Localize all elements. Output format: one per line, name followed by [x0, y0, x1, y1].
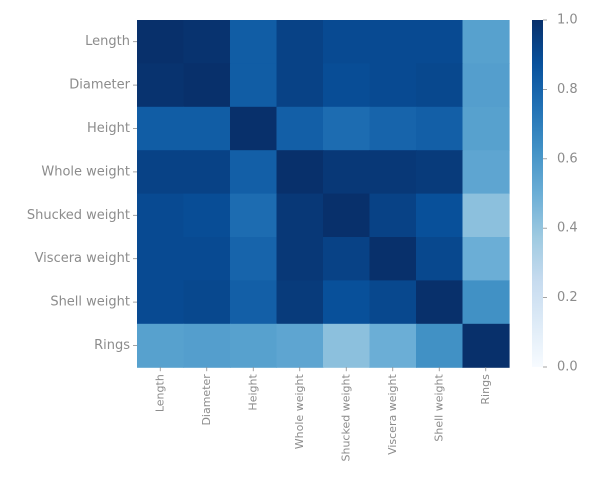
- heatmap-cell-shucked-weight-viscera-weight: [370, 194, 417, 238]
- heatmap-cell-shell-weight-shell-weight: [416, 280, 463, 324]
- column-label-length: Length: [154, 374, 167, 412]
- heatmap-cell-height-whole-weight: [277, 107, 324, 151]
- heatmap-cell-height-shell-weight: [416, 107, 463, 151]
- heatmap-cell-diameter-diameter: [184, 63, 231, 107]
- colorbar-tick-label: 0.2: [557, 290, 578, 305]
- heatmap-cell-viscera-weight-length: [137, 237, 184, 281]
- heatmap-cell-length-diameter: [184, 20, 231, 64]
- heatmap-cell-whole-weight-diameter: [184, 150, 231, 194]
- heatmap-cell-height-rings: [463, 107, 510, 151]
- heatmap-cell-length-length: [137, 20, 184, 64]
- heatmap-cell-length-rings: [463, 20, 510, 64]
- heatmap-cell-rings-shell-weight: [416, 324, 463, 368]
- heatmap-cell-diameter-viscera-weight: [370, 63, 417, 107]
- heatmap-cell-whole-weight-height: [230, 150, 277, 194]
- heatmap-cells: [137, 20, 510, 368]
- column-labels: Length Diameter Height Whole weight Shucked …: [154, 367, 493, 461]
- column-label-rings: Rings: [479, 374, 492, 405]
- colorbar-gradient: [532, 20, 543, 367]
- colorbar: 0.0 0.2 0.4 0.6 0.8 1.0: [532, 13, 578, 375]
- heatmap-cell-shucked-weight-rings: [463, 194, 510, 238]
- heatmap-cell-rings-height: [230, 324, 277, 368]
- colorbar-tick-label: 0.4: [557, 221, 578, 236]
- heatmap-cell-rings-length: [137, 324, 184, 368]
- heatmap-cell-shucked-weight-length: [137, 194, 184, 238]
- heatmap-cell-viscera-weight-diameter: [184, 237, 231, 281]
- heatmap-cell-viscera-weight-whole-weight: [277, 237, 324, 281]
- heatmap-cell-rings-shucked-weight: [323, 324, 370, 368]
- heatmap-cell-viscera-weight-viscera-weight: [370, 237, 417, 281]
- heatmap-cell-shucked-weight-height: [230, 194, 277, 238]
- column-label-viscera-weight: Viscera weight: [386, 374, 399, 455]
- heatmap-cell-viscera-weight-height: [230, 237, 277, 281]
- heatmap-cell-viscera-weight-rings: [463, 237, 510, 281]
- heatmap-cell-length-height: [230, 20, 277, 64]
- heatmap-cell-whole-weight-shucked-weight: [323, 150, 370, 194]
- column-label-height: Height: [247, 374, 260, 411]
- heatmap-cell-height-viscera-weight: [370, 107, 417, 151]
- colorbar-tick-label: 0.0: [557, 360, 578, 375]
- heatmap-cell-whole-weight-whole-weight: [277, 150, 324, 194]
- heatmap-cell-height-height: [230, 107, 277, 151]
- heatmap-cell-diameter-rings: [463, 63, 510, 107]
- heatmap-cell-diameter-shucked-weight: [323, 63, 370, 107]
- colorbar-tick-label: 1.0: [557, 13, 578, 28]
- heatmap-cell-viscera-weight-shell-weight: [416, 237, 463, 281]
- row-label-diameter: Diameter: [69, 78, 130, 93]
- heatmap-cell-viscera-weight-shucked-weight: [323, 237, 370, 281]
- row-label-shucked-weight: Shucked weight: [27, 208, 130, 223]
- heatmap-cell-height-diameter: [184, 107, 231, 151]
- heatmap-cell-whole-weight-rings: [463, 150, 510, 194]
- heatmap-cell-rings-diameter: [184, 324, 231, 368]
- row-label-shell-weight: Shell weight: [50, 295, 130, 310]
- heatmap-cell-shucked-weight-shell-weight: [416, 194, 463, 238]
- column-label-whole-weight: Whole weight: [293, 374, 306, 450]
- heatmap-cell-rings-rings: [463, 324, 510, 368]
- heatmap-cell-shucked-weight-diameter: [184, 194, 231, 238]
- column-label-diameter: Diameter: [200, 374, 213, 426]
- row-label-viscera-weight: Viscera weight: [35, 251, 130, 266]
- heatmap-cell-length-shucked-weight: [323, 20, 370, 64]
- heatmap-cell-shucked-weight-whole-weight: [277, 194, 324, 238]
- colorbar-tick-label: 0.8: [557, 82, 578, 97]
- heatmap-cell-shell-weight-whole-weight: [277, 280, 324, 324]
- row-label-length: Length: [85, 34, 130, 49]
- column-label-shucked-weight: Shucked weight: [340, 374, 353, 462]
- column-label-shell-weight: Shell weight: [433, 374, 446, 442]
- row-label-whole-weight: Whole weight: [41, 164, 130, 179]
- heatmap-cell-length-viscera-weight: [370, 20, 417, 64]
- heatmap-cell-shell-weight-diameter: [184, 280, 231, 324]
- heatmap-cell-height-length: [137, 107, 184, 151]
- colorbar-ticks: 0.0 0.2 0.4 0.6 0.8 1.0: [543, 13, 578, 375]
- heatmap-cell-shell-weight-viscera-weight: [370, 280, 417, 324]
- heatmap-cell-shell-weight-height: [230, 280, 277, 324]
- heatmap-cell-shell-weight-length: [137, 280, 184, 324]
- heatmap-cell-whole-weight-shell-weight: [416, 150, 463, 194]
- heatmap-cell-rings-whole-weight: [277, 324, 324, 368]
- heatmap-cell-length-whole-weight: [277, 20, 324, 64]
- heatmap-cell-rings-viscera-weight: [370, 324, 417, 368]
- heatmap-cell-shell-weight-rings: [463, 280, 510, 324]
- heatmap-cell-diameter-length: [137, 63, 184, 107]
- row-labels: Length Diameter Height Whole weight Shucked …: [27, 34, 137, 353]
- row-label-height: Height: [87, 121, 130, 136]
- heatmap-cell-shell-weight-shucked-weight: [323, 280, 370, 324]
- heatmap-cell-diameter-whole-weight: [277, 63, 324, 107]
- heatmap-cell-shucked-weight-shucked-weight: [323, 194, 370, 238]
- heatmap-cell-length-shell-weight: [416, 20, 463, 64]
- heatmap-cell-whole-weight-viscera-weight: [370, 150, 417, 194]
- colorbar-tick-label: 0.6: [557, 151, 578, 166]
- heatmap-cell-diameter-shell-weight: [416, 63, 463, 107]
- heatmap-cell-diameter-height: [230, 63, 277, 107]
- row-label-rings: Rings: [94, 338, 130, 353]
- heatmap-cell-height-shucked-weight: [323, 107, 370, 151]
- heatmap-cell-whole-weight-length: [137, 150, 184, 194]
